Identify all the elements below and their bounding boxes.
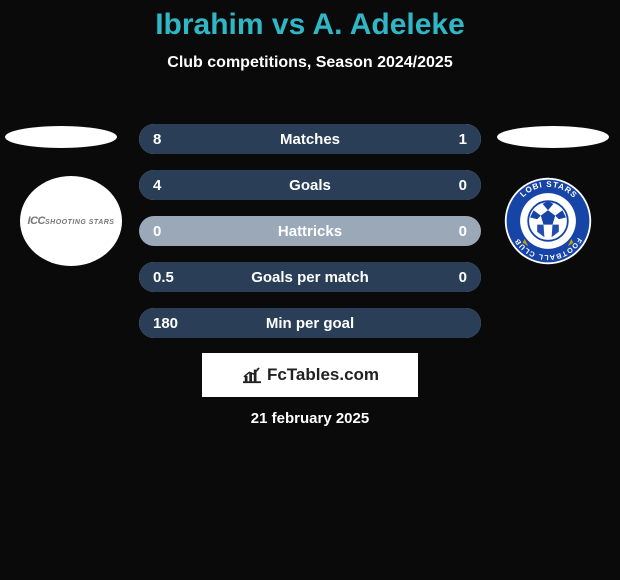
watermark-text: FcTables.com	[267, 365, 379, 385]
bar-chart-icon	[241, 366, 263, 384]
stat-value-right: 1	[459, 131, 467, 148]
page-title: Ibrahim vs A. Adeleke	[0, 0, 620, 42]
stat-value-right: 0	[459, 177, 467, 194]
subtitle: Club competitions, Season 2024/2025	[0, 54, 620, 72]
flag-right	[497, 126, 609, 148]
date-label: 21 february 2025	[0, 410, 620, 427]
club-left-bottom: SHOOTING STARS	[45, 219, 114, 226]
stat-row: 4Goals0	[139, 170, 481, 200]
lobi-stars-icon: LOBI STARS FOOTBALL CLUB	[497, 176, 599, 266]
stat-row: 180Min per goal	[139, 308, 481, 338]
stat-label: Goals	[139, 177, 481, 194]
stat-label: Min per goal	[139, 315, 481, 332]
stat-value-right: 0	[459, 269, 467, 286]
stats-container: 8Matches14Goals00Hattricks00.5Goals per …	[139, 124, 481, 354]
stat-row: 0.5Goals per match0	[139, 262, 481, 292]
stat-row: 8Matches1	[139, 124, 481, 154]
stat-label: Hattricks	[139, 223, 481, 240]
club-left-top: ICC	[28, 215, 45, 227]
club-logo-right: LOBI STARS FOOTBALL CLUB	[497, 176, 599, 266]
stat-label: Matches	[139, 131, 481, 148]
flag-left	[5, 126, 117, 148]
stat-row: 0Hattricks0	[139, 216, 481, 246]
watermark-box: FcTables.com	[202, 353, 418, 397]
stat-value-right: 0	[459, 223, 467, 240]
stat-label: Goals per match	[139, 269, 481, 286]
club-logo-left: ICCSHOOTING STARS	[20, 176, 122, 266]
